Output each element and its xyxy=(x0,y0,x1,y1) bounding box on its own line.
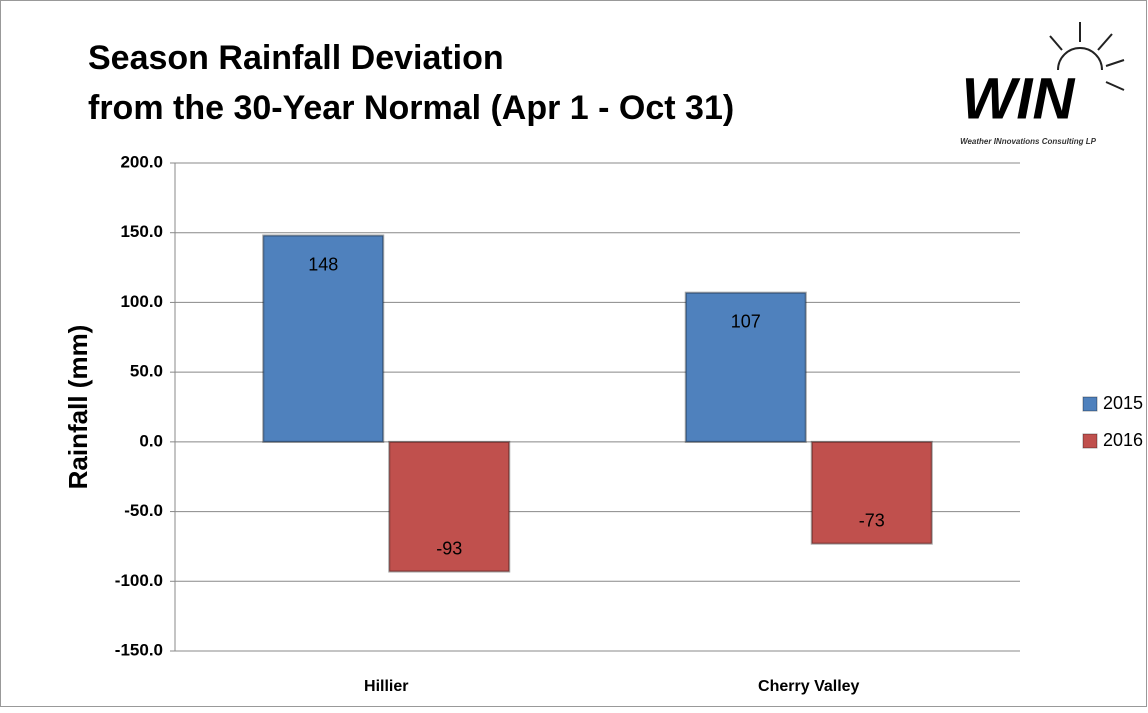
y-tick-label: -150.0 xyxy=(115,640,163,659)
data-label: -73 xyxy=(859,510,885,530)
bar xyxy=(262,234,385,443)
chart-title: from the 30-Year Normal (Apr 1 - Oct 31) xyxy=(88,89,734,127)
bar xyxy=(684,291,807,443)
x-tick-label: Hillier xyxy=(364,678,408,695)
y-tick-label: 0.0 xyxy=(139,431,163,450)
data-label: 107 xyxy=(731,311,761,331)
data-label: -93 xyxy=(436,538,462,558)
chart-title: Season Rainfall Deviation xyxy=(88,39,504,77)
logo-sun xyxy=(1049,22,1125,91)
legend-swatch xyxy=(1082,396,1098,412)
logo-text: WIN xyxy=(962,66,1076,131)
y-axis-label: Rainfall (mm) xyxy=(63,325,93,490)
bar xyxy=(388,440,511,573)
logo-tagline: Weather INnovations Consulting LP xyxy=(960,137,1097,146)
y-tick-label: 150.0 xyxy=(120,222,163,241)
bar xyxy=(810,440,933,545)
legend-label: 2016 xyxy=(1103,430,1143,450)
y-tick-label: 100.0 xyxy=(120,292,163,311)
data-label: 148 xyxy=(308,254,338,274)
y-tick-label: 200.0 xyxy=(120,152,163,171)
x-tick-label: Cherry Valley xyxy=(758,678,860,695)
y-tick-label: -100.0 xyxy=(115,571,163,590)
legend-swatch xyxy=(1082,433,1098,449)
legend-label: 2015 xyxy=(1103,393,1143,413)
y-tick-label: -50.0 xyxy=(124,501,163,520)
y-tick-label: 50.0 xyxy=(130,362,163,381)
logo: WIN Weather INnovations Consulting LP xyxy=(960,22,1125,146)
